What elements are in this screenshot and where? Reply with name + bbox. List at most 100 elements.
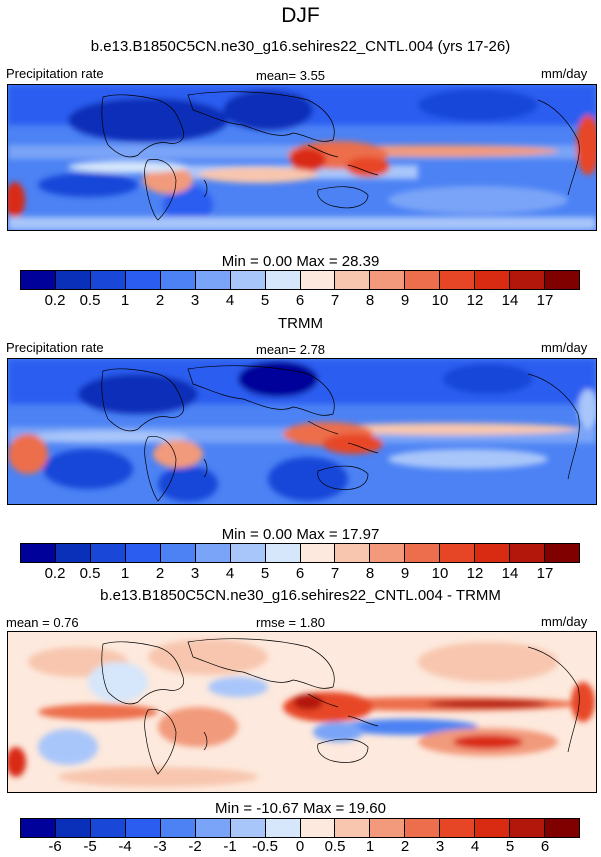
colorbar-swatch bbox=[21, 271, 56, 289]
colorbar-tick-label: 7 bbox=[330, 565, 340, 582]
colorbar-tick-label: -5 bbox=[83, 838, 97, 855]
colorbar-swatch bbox=[510, 544, 546, 562]
colorbar-tick-label: 6 bbox=[295, 565, 305, 582]
panel-2-colorbar-ticks: 0.2 0.5 1 2 3 4 5 6 7 8 9 10 12 14 17 bbox=[20, 565, 580, 583]
colorbar-swatch bbox=[545, 544, 579, 562]
colorbar-swatch bbox=[405, 271, 441, 289]
colorbar-swatch bbox=[160, 544, 196, 562]
colorbar-tick-label: 4 bbox=[225, 565, 235, 582]
colorbar-swatch bbox=[125, 271, 161, 289]
colorbar-tick-label: -2 bbox=[188, 838, 202, 855]
panel-3-coastlines bbox=[101, 638, 580, 775]
colorbar-swatch bbox=[440, 271, 476, 289]
colorbar-swatch bbox=[160, 271, 196, 289]
colorbar-swatch bbox=[55, 544, 91, 562]
panel-3-colorbar-ticks: -6 -5 -4 -3 -2 -1 -0.5 0 0.5 1 2 3 4 5 6 bbox=[20, 838, 580, 856]
colorbar-swatch bbox=[90, 271, 126, 289]
colorbar-swatch bbox=[475, 819, 511, 837]
colorbar-tick-label: 12 bbox=[466, 565, 484, 582]
colorbar-swatch bbox=[475, 544, 511, 562]
colorbar-swatch bbox=[510, 819, 546, 837]
colorbar-swatch bbox=[405, 819, 441, 837]
panel-1-minmax: Min = 0.00 Max = 28.39 bbox=[221, 253, 380, 270]
colorbar-tick-label: 1 bbox=[365, 838, 375, 855]
colorbar-swatch bbox=[265, 544, 301, 562]
colorbar-tick-label: 0 bbox=[295, 838, 305, 855]
colorbar-tick-label: 7 bbox=[330, 292, 340, 309]
colorbar-swatch bbox=[405, 544, 441, 562]
colorbar-swatch bbox=[300, 819, 336, 837]
panel-3-mean-label: mean = 0.76 bbox=[6, 615, 79, 630]
colorbar-tick-label: 6 bbox=[295, 292, 305, 309]
panel-3-rmse-label: rmse = 1.80 bbox=[256, 615, 326, 630]
colorbar-tick-label: 2 bbox=[400, 838, 410, 855]
colorbar-tick-label: 9 bbox=[400, 292, 410, 309]
colorbar-swatch bbox=[195, 271, 231, 289]
panel-1-units: mm/day bbox=[541, 66, 588, 81]
colorbar-tick-label: 14 bbox=[501, 292, 519, 309]
panel-1-colorbar-ticks: 0.2 0.5 1 2 3 4 5 6 7 8 9 10 12 14 17 bbox=[20, 292, 580, 310]
colorbar-tick-label: 5 bbox=[260, 292, 270, 309]
panel-2-map-svg bbox=[8, 359, 596, 504]
colorbar-swatch bbox=[300, 271, 336, 289]
colorbar-swatch bbox=[195, 544, 231, 562]
colorbar-swatch bbox=[475, 271, 511, 289]
panel-1-variable-label: Precipitation rate bbox=[6, 66, 104, 81]
colorbar-swatch bbox=[265, 819, 301, 837]
figure-title: DJF bbox=[281, 4, 320, 27]
colorbar-swatch bbox=[300, 544, 336, 562]
colorbar-tick-label: 2 bbox=[155, 292, 165, 309]
colorbar-swatch bbox=[440, 819, 476, 837]
colorbar-swatch bbox=[370, 819, 406, 837]
colorbar-tick-label: 0.2 bbox=[44, 565, 66, 582]
panel-3-title: b.e13.B1850C5CN.ne30_g16.sehires22_CNTL.… bbox=[100, 587, 501, 604]
panel-1-map bbox=[7, 84, 597, 231]
panel-3-colorbar bbox=[20, 818, 580, 838]
colorbar-swatch bbox=[55, 271, 91, 289]
colorbar-tick-label: 12 bbox=[466, 292, 484, 309]
colorbar-tick-label: 5 bbox=[505, 838, 515, 855]
colorbar-swatch bbox=[335, 819, 371, 837]
panel-1-map-svg bbox=[8, 85, 596, 230]
colorbar-swatch bbox=[160, 819, 196, 837]
colorbar-swatch bbox=[55, 819, 91, 837]
colorbar-swatch bbox=[90, 544, 126, 562]
colorbar-tick-label: 0.5 bbox=[324, 838, 346, 855]
colorbar-tick-label: 0.5 bbox=[79, 565, 101, 582]
colorbar-tick-label: 4 bbox=[470, 838, 480, 855]
colorbar-swatch bbox=[545, 819, 579, 837]
colorbar-tick-label: 8 bbox=[365, 292, 375, 309]
colorbar-swatch bbox=[335, 271, 371, 289]
panel-3-units: mm/day bbox=[541, 614, 588, 629]
colorbar-tick-label: 3 bbox=[435, 838, 445, 855]
colorbar-tick-label: 17 bbox=[536, 565, 554, 582]
panel-1-title: b.e13.B1850C5CN.ne30_g16.sehires22_CNTL.… bbox=[90, 38, 511, 55]
colorbar-tick-label: 10 bbox=[431, 292, 449, 309]
colorbar-tick-label: 0.5 bbox=[79, 292, 101, 309]
colorbar-tick-label: 1 bbox=[120, 565, 130, 582]
colorbar-tick-label: 0.2 bbox=[44, 292, 66, 309]
colorbar-swatch bbox=[370, 271, 406, 289]
colorbar-tick-label: 17 bbox=[536, 292, 554, 309]
panel-1-colorbar bbox=[20, 270, 580, 290]
colorbar-swatch bbox=[370, 544, 406, 562]
panel-3-map bbox=[7, 631, 597, 793]
colorbar-swatch bbox=[195, 819, 231, 837]
panel-2-units: mm/day bbox=[541, 340, 588, 355]
colorbar-swatch bbox=[21, 544, 56, 562]
colorbar-tick-label: -4 bbox=[118, 838, 132, 855]
colorbar-swatch bbox=[125, 544, 161, 562]
panel-2-colorbar bbox=[20, 543, 580, 563]
panel-2-variable-label: Precipitation rate bbox=[6, 340, 104, 355]
colorbar-tick-label: 3 bbox=[190, 565, 200, 582]
colorbar-tick-label: 8 bbox=[365, 565, 375, 582]
colorbar-tick-label: 2 bbox=[155, 565, 165, 582]
colorbar-swatch bbox=[335, 544, 371, 562]
colorbar-tick-label: -0.5 bbox=[252, 838, 278, 855]
panel-3-map-svg bbox=[8, 632, 596, 792]
colorbar-swatch bbox=[510, 271, 546, 289]
colorbar-swatch bbox=[21, 819, 56, 837]
panel-2-title: TRMM bbox=[278, 315, 323, 332]
panel-2-mean-label: mean= 2.78 bbox=[256, 342, 326, 357]
colorbar-tick-label: 14 bbox=[501, 565, 519, 582]
